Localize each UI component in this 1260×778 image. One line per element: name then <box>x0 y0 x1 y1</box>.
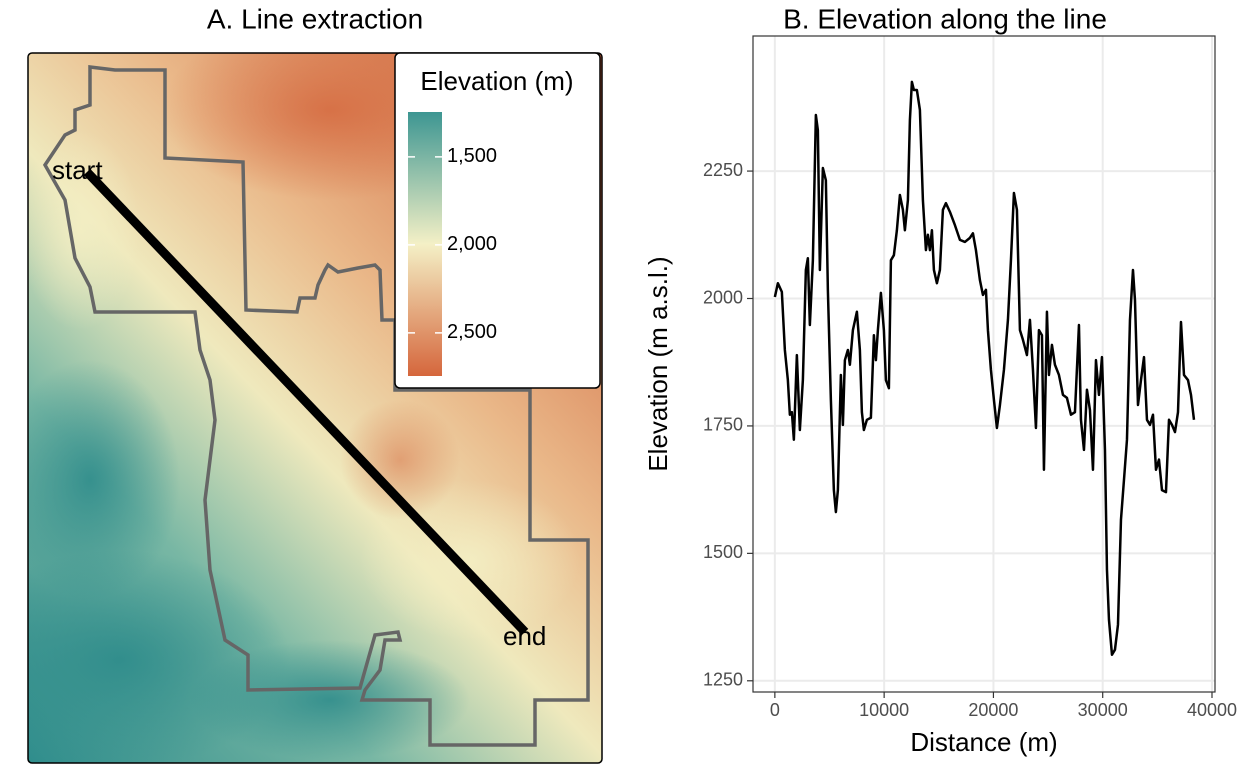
legend <box>394 52 601 389</box>
panel-title: B. Elevation along the line <box>783 3 1107 34</box>
panel-title: A. Line extraction <box>207 3 423 34</box>
legend-title: Elevation (m) <box>420 66 573 96</box>
x-tick-label: 0 <box>770 700 780 720</box>
y-tick-label: 1750 <box>703 415 743 435</box>
map-panel: A. Line extraction start end Elevation (… <box>27 3 603 764</box>
plot-area <box>753 36 1215 692</box>
legend-tick-label: 2,000 <box>447 233 497 255</box>
x-tick-label: 30000 <box>1078 700 1128 720</box>
panel-border <box>752 35 1216 693</box>
boundary <box>42 65 590 747</box>
legend-tick-label: 2,500 <box>447 321 497 343</box>
extraction-line <box>83 168 529 636</box>
legend-tick-label: 1,500 <box>447 145 497 167</box>
x-tick-label: 40000 <box>1187 700 1237 720</box>
annotation: end <box>503 621 546 651</box>
y-tick-label: 1500 <box>703 542 743 562</box>
annotation: start <box>52 155 103 185</box>
elevation-line <box>773 80 1196 657</box>
y-tick-label: 1250 <box>703 670 743 690</box>
line-panel: B. Elevation along the line Distance (m)… <box>643 3 1237 756</box>
y-tick-label: 2250 <box>703 160 743 180</box>
y-tick-label: 2000 <box>703 287 743 307</box>
x-axis-title: Distance (m) <box>910 727 1057 757</box>
colorbar <box>408 112 442 376</box>
x-tick-label: 20000 <box>968 700 1018 720</box>
y-axis-title: Elevation (m a.s.l.) <box>643 256 673 471</box>
x-tick-label: 10000 <box>859 700 909 720</box>
